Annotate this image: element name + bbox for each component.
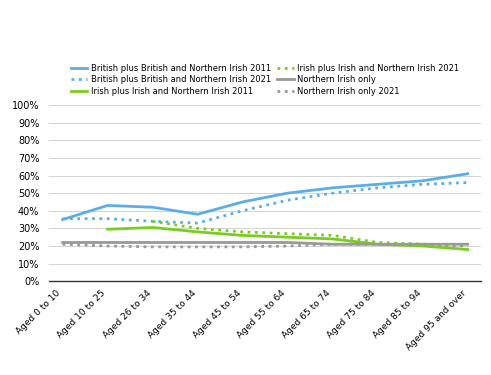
Legend: British plus British and Northern Irish 2011, British plus British and Northern : British plus British and Northern Irish … bbox=[67, 60, 463, 99]
